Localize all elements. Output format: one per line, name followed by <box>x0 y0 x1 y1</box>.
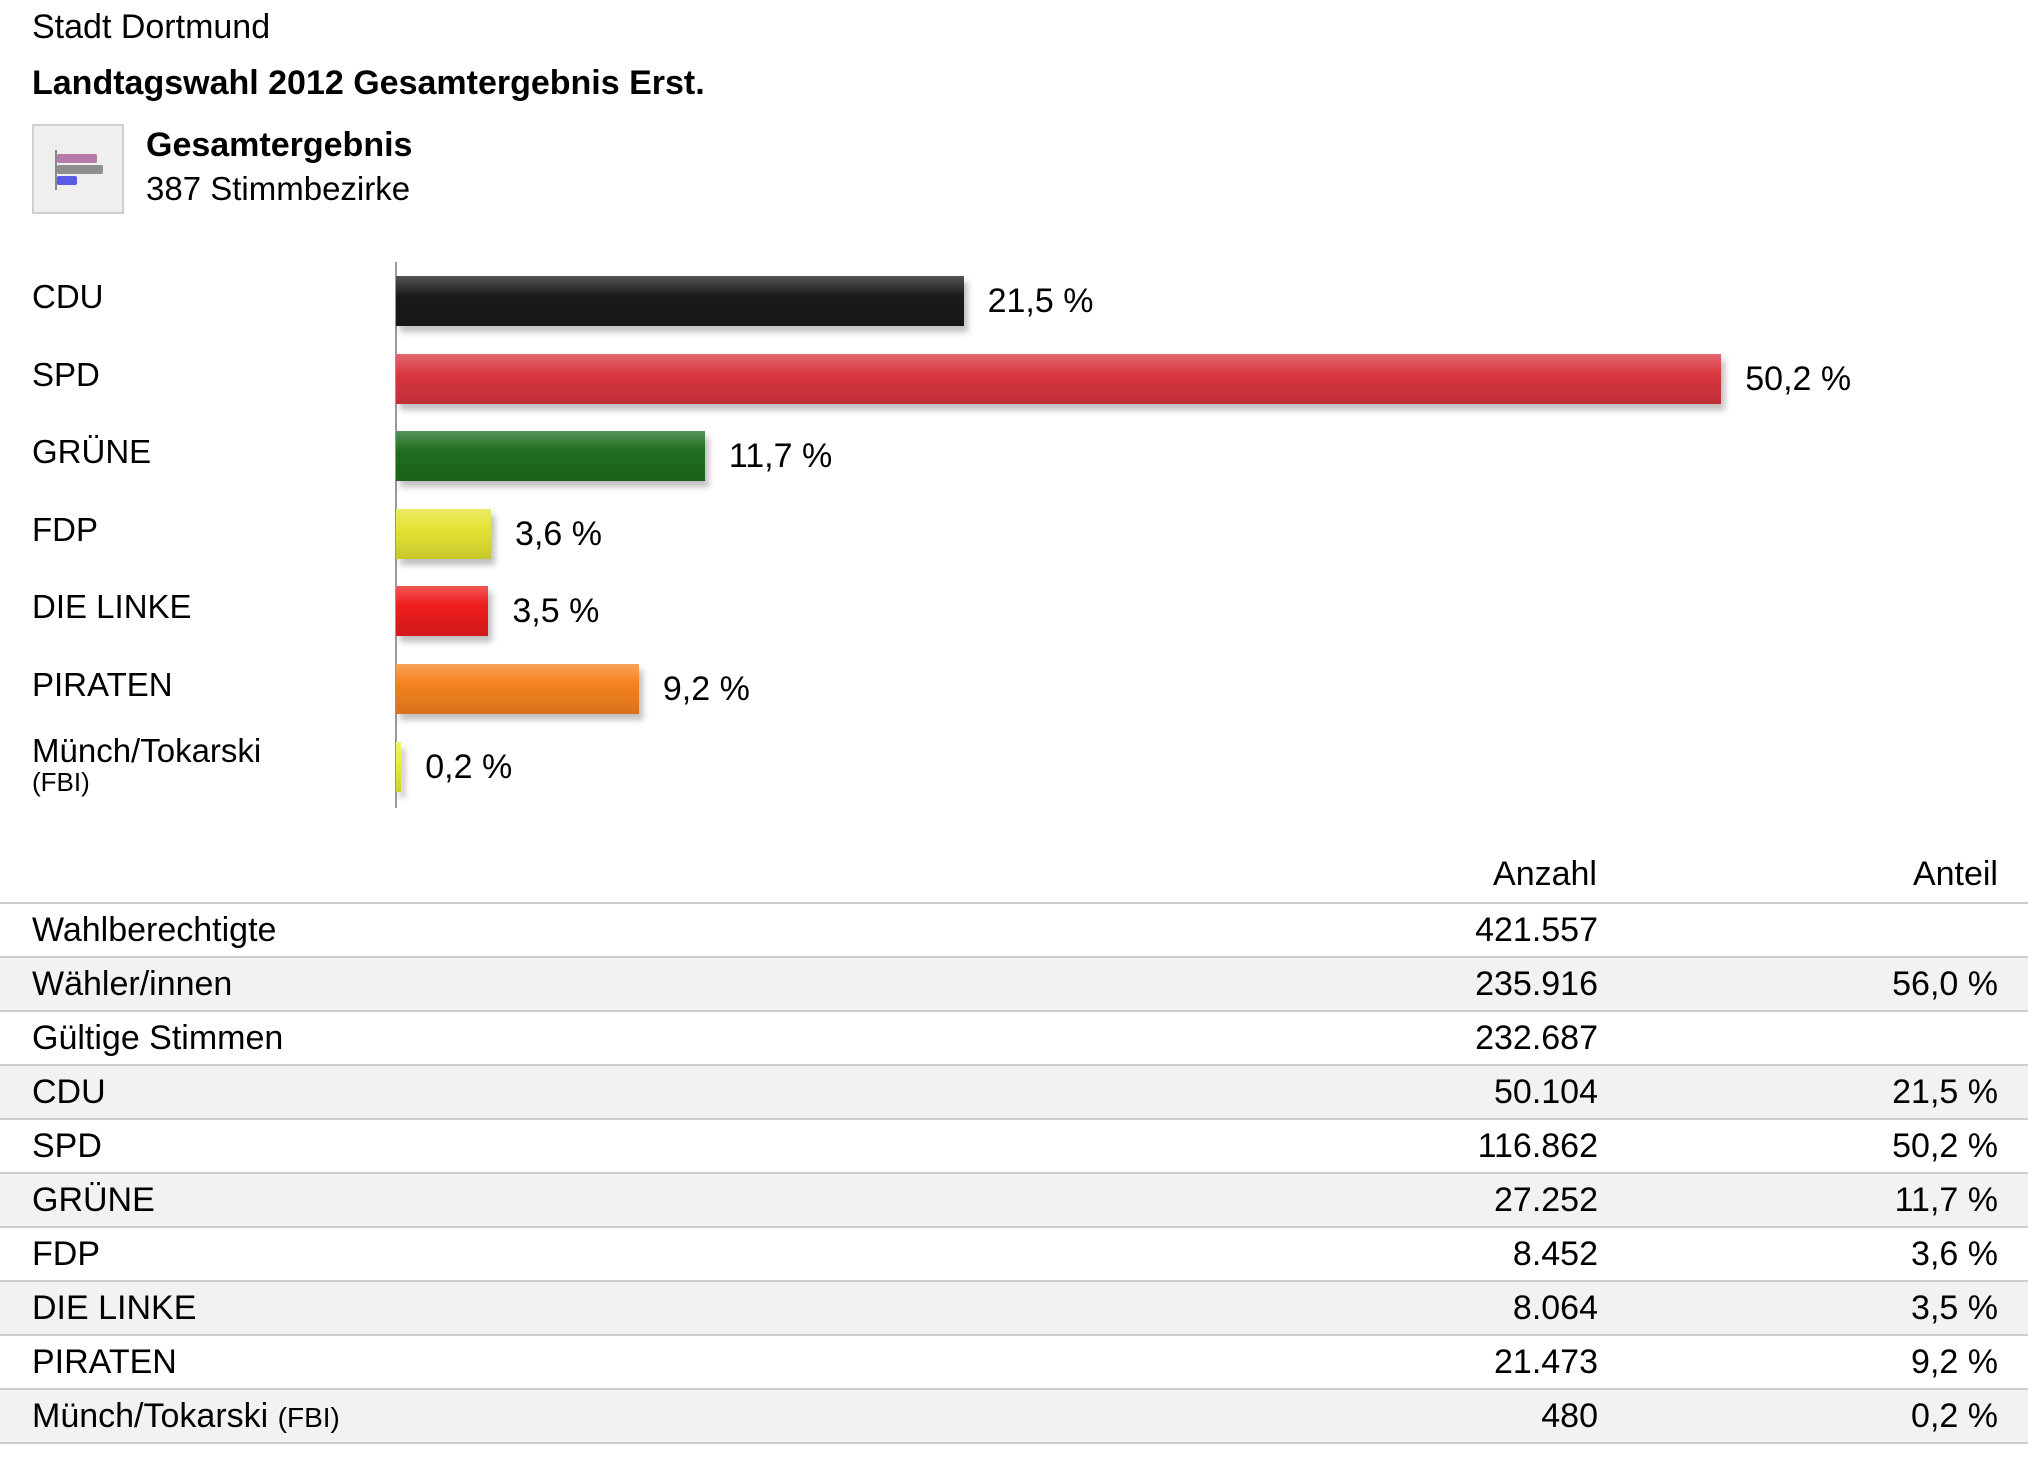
row-label-text: Wähler/innen <box>32 964 233 1003</box>
party-label: CDU <box>32 280 104 314</box>
table-row: Münch/Tokarski (FBI) 480 0,2 % <box>0 1389 2028 1444</box>
row-share: 3,6 % <box>1598 1227 2028 1282</box>
table-row: CDU 50.104 21,5 % <box>0 1065 2028 1120</box>
table-row: FDP 8.452 3,6 % <box>0 1227 2028 1282</box>
table-row: Wähler/innen 235.916 56,0 % <box>0 957 2028 1012</box>
row-count: 235.916 <box>1098 957 1598 1012</box>
bar-chart-icon <box>32 124 124 214</box>
row-count: 8.064 <box>1098 1281 1598 1336</box>
row-label: SPD <box>0 1119 1098 1174</box>
bar <box>396 276 964 326</box>
bar <box>396 431 705 482</box>
row-label: Wähler/innen <box>0 957 1098 1012</box>
header-label <box>0 846 1098 904</box>
row-label-text: PIRATEN <box>32 1342 177 1381</box>
row-share: 21,5 % <box>1598 1065 2028 1120</box>
row-share: 0,2 % <box>1598 1389 2028 1444</box>
bar-value-label: 9,2 % <box>662 670 750 708</box>
table-row: Wahlberechtigte 421.557 <box>0 903 2028 958</box>
table-row: Gültige Stimmen 232.687 <box>0 1011 2028 1066</box>
party-label: DIE LINKE <box>32 590 192 624</box>
row-label: FDP <box>0 1227 1098 1282</box>
row-label: DIE LINKE <box>0 1281 1098 1336</box>
row-label-text: FDP <box>32 1234 100 1273</box>
bar <box>396 664 639 714</box>
table-header: Anzahl Anteil <box>0 846 2028 904</box>
bar <box>396 508 492 559</box>
results-table: Anzahl Anteil Wahlberechtigte 421.557 Wähl… <box>0 846 2028 1444</box>
party-label: SPD <box>32 355 100 393</box>
bar-chart: CDU 21,5 % SPD 50,2 % GRÜNE 11,7 % FDP 3,6 % DIE… <box>0 262 2028 808</box>
party-label: Münch/Tokarski (FBI) <box>32 731 262 797</box>
party-label: FDP <box>32 510 98 548</box>
party-name: SPD <box>32 355 100 393</box>
row-label: Gültige Stimmen <box>0 1011 1098 1066</box>
row-label: Münch/Tokarski (FBI) <box>0 1389 1098 1444</box>
row-share: 50,2 % <box>1598 1119 2028 1174</box>
row-label: GRÜNE <box>0 1173 1098 1228</box>
row-share: 9,2 % <box>1598 1335 2028 1390</box>
bar <box>396 586 489 637</box>
row-label-text: SPD <box>32 1126 102 1165</box>
row-label: Wahlberechtigte <box>0 903 1098 958</box>
bar-value-label: 50,2 % <box>1745 359 1852 398</box>
row-label-text: Münch/Tokarski <box>32 1396 269 1435</box>
bar-value-label: 3,6 % <box>515 514 602 553</box>
party-name: FDP <box>32 510 98 548</box>
district-count: 387 Stimmbezirke <box>146 170 411 207</box>
row-count: 50.104 <box>1098 1065 1598 1120</box>
party-label: PIRATEN <box>32 668 173 702</box>
party-name: CDU <box>32 278 104 315</box>
table-row: GRÜNE 27.252 11,7 % <box>0 1173 2028 1228</box>
row-count: 8.452 <box>1098 1227 1598 1282</box>
chart-title: Gesamtergebnis <box>146 126 413 164</box>
row-label: PIRATEN <box>0 1335 1098 1390</box>
bar-value-label: 0,2 % <box>425 747 513 786</box>
header-share: Anteil <box>1598 846 2028 904</box>
row-label-text: Wahlberechtigte <box>32 910 277 949</box>
row-count: 480 <box>1098 1389 1598 1444</box>
row-count: 232.687 <box>1098 1011 1598 1066</box>
header-count: Anzahl <box>1098 846 1598 904</box>
row-share <box>1598 903 2028 958</box>
bar-value-label: 21,5 % <box>987 282 1094 320</box>
row-share: 3,5 % <box>1598 1281 2028 1336</box>
row-share: 11,7 % <box>1598 1173 2028 1228</box>
row-label-text: GRÜNE <box>32 1180 155 1219</box>
table-row: SPD 116.862 50,2 % <box>0 1119 2028 1174</box>
table-row: DIE LINKE 8.064 3,5 % <box>0 1281 2028 1336</box>
row-count: 21.473 <box>1098 1335 1598 1390</box>
row-count: 27.252 <box>1098 1173 1598 1228</box>
row-label-note: (FBI) <box>277 1401 340 1433</box>
party-name: Münch/Tokarski <box>32 731 262 769</box>
row-label: CDU <box>0 1065 1098 1120</box>
party-name: GRÜNE <box>32 433 152 471</box>
row-count: 116.862 <box>1098 1119 1598 1174</box>
bar <box>396 353 1722 404</box>
page-title: Landtagswahl 2012 Gesamtergebnis Erst. <box>32 64 705 102</box>
party-label: GRÜNE <box>32 435 151 469</box>
party-name: PIRATEN <box>32 666 173 703</box>
row-label-text: Gültige Stimmen <box>32 1018 284 1057</box>
city-name: Stadt Dortmund <box>32 8 271 46</box>
bar-value-label: 3,5 % <box>512 592 600 631</box>
row-share <box>1598 1011 2028 1066</box>
bar <box>396 741 402 792</box>
bar-value-label: 11,7 % <box>728 437 833 476</box>
row-label-text: DIE LINKE <box>32 1288 197 1327</box>
row-count: 421.557 <box>1098 903 1598 958</box>
row-share: 56,0 % <box>1598 957 2028 1012</box>
party-note: (FBI) <box>32 766 90 797</box>
party-name: DIE LINKE <box>32 588 192 626</box>
row-label-text: CDU <box>32 1072 106 1111</box>
table-row: PIRATEN 21.473 9,2 % <box>0 1335 2028 1390</box>
